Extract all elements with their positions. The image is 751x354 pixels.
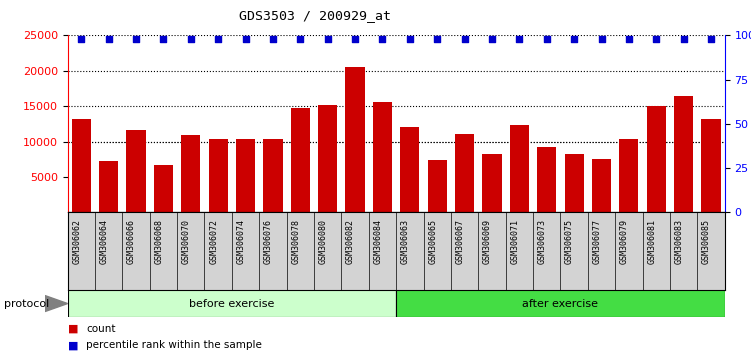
Text: GSM306062: GSM306062 [72, 219, 81, 264]
Bar [71, 119, 91, 212]
Point [568, 36, 580, 42]
Point [404, 36, 416, 42]
Point [596, 36, 608, 42]
Bar [291, 108, 310, 212]
Point [541, 36, 553, 42]
Bar [373, 102, 392, 212]
Bar [510, 125, 529, 212]
Bar [620, 139, 638, 212]
Text: GSM306066: GSM306066 [127, 219, 136, 264]
Point [677, 36, 689, 42]
Bar [126, 130, 146, 212]
Text: GSM306064: GSM306064 [100, 219, 109, 264]
Text: GSM306076: GSM306076 [264, 219, 273, 264]
Text: GDS3503 / 200929_at: GDS3503 / 200929_at [240, 9, 391, 22]
Bar [264, 139, 282, 212]
Text: before exercise: before exercise [189, 298, 275, 309]
Bar [674, 96, 693, 212]
Text: GSM306073: GSM306073 [538, 219, 547, 264]
Point [321, 36, 333, 42]
Bar [236, 139, 255, 212]
Text: GSM306068: GSM306068 [155, 219, 164, 264]
Point [376, 36, 388, 42]
Text: GSM306079: GSM306079 [620, 219, 629, 264]
Point [185, 36, 197, 42]
Text: GSM306077: GSM306077 [593, 219, 602, 264]
Text: GSM306070: GSM306070 [182, 219, 191, 264]
Text: GSM306069: GSM306069 [483, 219, 492, 264]
Bar [154, 165, 173, 212]
Point [623, 36, 635, 42]
Text: GSM306075: GSM306075 [565, 219, 574, 264]
Point [431, 36, 443, 42]
Bar [397, 290, 725, 317]
Point [158, 36, 170, 42]
Text: GSM306071: GSM306071 [511, 219, 520, 264]
Bar [701, 119, 721, 212]
Bar [345, 67, 365, 212]
Text: GSM306065: GSM306065 [428, 219, 437, 264]
Bar [99, 161, 118, 212]
Bar [427, 160, 447, 212]
Point [705, 36, 717, 42]
Text: ■: ■ [68, 324, 78, 333]
Point [294, 36, 306, 42]
Text: percentile rank within the sample: percentile rank within the sample [86, 340, 262, 350]
Text: protocol: protocol [4, 298, 49, 309]
Polygon shape [45, 296, 68, 312]
Text: after exercise: after exercise [523, 298, 599, 309]
Text: GSM306083: GSM306083 [674, 219, 683, 264]
Point [130, 36, 142, 42]
Text: GSM306080: GSM306080 [318, 219, 327, 264]
Bar [592, 159, 611, 212]
Bar [209, 139, 228, 212]
Bar [537, 147, 556, 212]
Point [75, 36, 87, 42]
Text: GSM306081: GSM306081 [647, 219, 656, 264]
Text: GSM306084: GSM306084 [373, 219, 382, 264]
Point [486, 36, 498, 42]
Text: ■: ■ [68, 340, 78, 350]
Text: GSM306082: GSM306082 [346, 219, 355, 264]
Text: count: count [86, 324, 116, 333]
Bar [647, 106, 666, 212]
Point [349, 36, 361, 42]
Text: GSM306074: GSM306074 [237, 219, 246, 264]
Bar [482, 154, 502, 212]
Point [650, 36, 662, 42]
Text: GSM306072: GSM306072 [210, 219, 219, 264]
Text: GSM306085: GSM306085 [702, 219, 711, 264]
Text: GSM306078: GSM306078 [291, 219, 300, 264]
Bar [68, 290, 397, 317]
Text: GSM306063: GSM306063 [401, 219, 410, 264]
Point [240, 36, 252, 42]
Text: GSM306067: GSM306067 [456, 219, 465, 264]
Point [267, 36, 279, 42]
Point [103, 36, 115, 42]
Point [213, 36, 225, 42]
Point [459, 36, 471, 42]
Bar [455, 134, 474, 212]
Bar [565, 154, 584, 212]
Point [514, 36, 526, 42]
Bar [318, 105, 337, 212]
Bar [400, 127, 419, 212]
Bar [181, 135, 201, 212]
